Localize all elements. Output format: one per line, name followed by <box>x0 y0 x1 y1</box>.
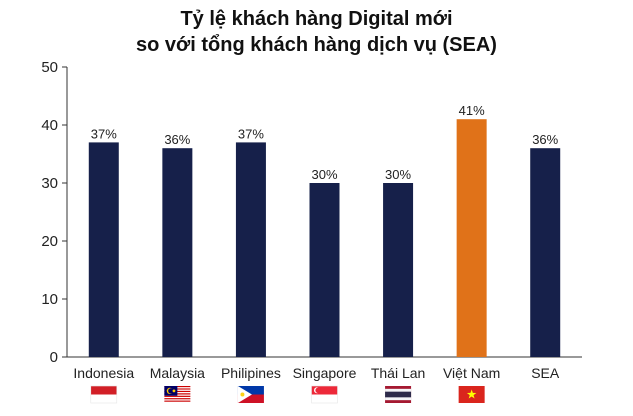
bar-1 <box>162 148 193 357</box>
y-tick-label: 10 <box>41 291 58 308</box>
data-label-4: 30% <box>385 167 411 182</box>
data-label-3: 30% <box>311 167 337 182</box>
category-label-4: Thái Lan <box>371 365 425 381</box>
vietnam-flag <box>458 386 485 403</box>
bar-0 <box>88 142 119 357</box>
category-label-5: Việt Nam <box>443 365 500 381</box>
thailand-flag <box>385 386 412 403</box>
data-label-6: 36% <box>532 132 558 147</box>
category-label-0: Indonesia <box>73 365 134 381</box>
category-label-1: Malaysia <box>150 365 205 381</box>
y-tick-label: 30 <box>41 175 58 192</box>
bar-5 <box>456 119 487 357</box>
category-label-2: Philipines <box>221 365 281 381</box>
chart-title-line-2: so với tổng khách hàng dịch vụ (SEA) <box>136 34 497 56</box>
y-tick-label: 40 <box>41 117 58 134</box>
singapore-flag <box>311 385 338 404</box>
category-label-6: SEA <box>531 365 560 381</box>
data-label-5: 41% <box>459 103 485 118</box>
bar-6 <box>530 148 561 357</box>
chart-title-line-1: Tỷ lệ khách hàng Digital mới <box>180 8 453 30</box>
bar-4 <box>383 183 414 357</box>
philippines-flag <box>237 386 264 403</box>
bar-2 <box>235 142 266 357</box>
y-tick-label: 20 <box>41 233 58 250</box>
y-tick-label: 50 <box>41 59 58 76</box>
indonesia-flag <box>90 385 118 404</box>
malaysia-flag <box>164 386 191 404</box>
category-label-3: Singapore <box>293 365 357 381</box>
data-label-1: 36% <box>164 132 190 147</box>
y-tick-label: 0 <box>50 349 58 366</box>
bar-3 <box>309 183 340 357</box>
data-label-0: 37% <box>91 126 117 141</box>
data-label-2: 37% <box>238 126 264 141</box>
